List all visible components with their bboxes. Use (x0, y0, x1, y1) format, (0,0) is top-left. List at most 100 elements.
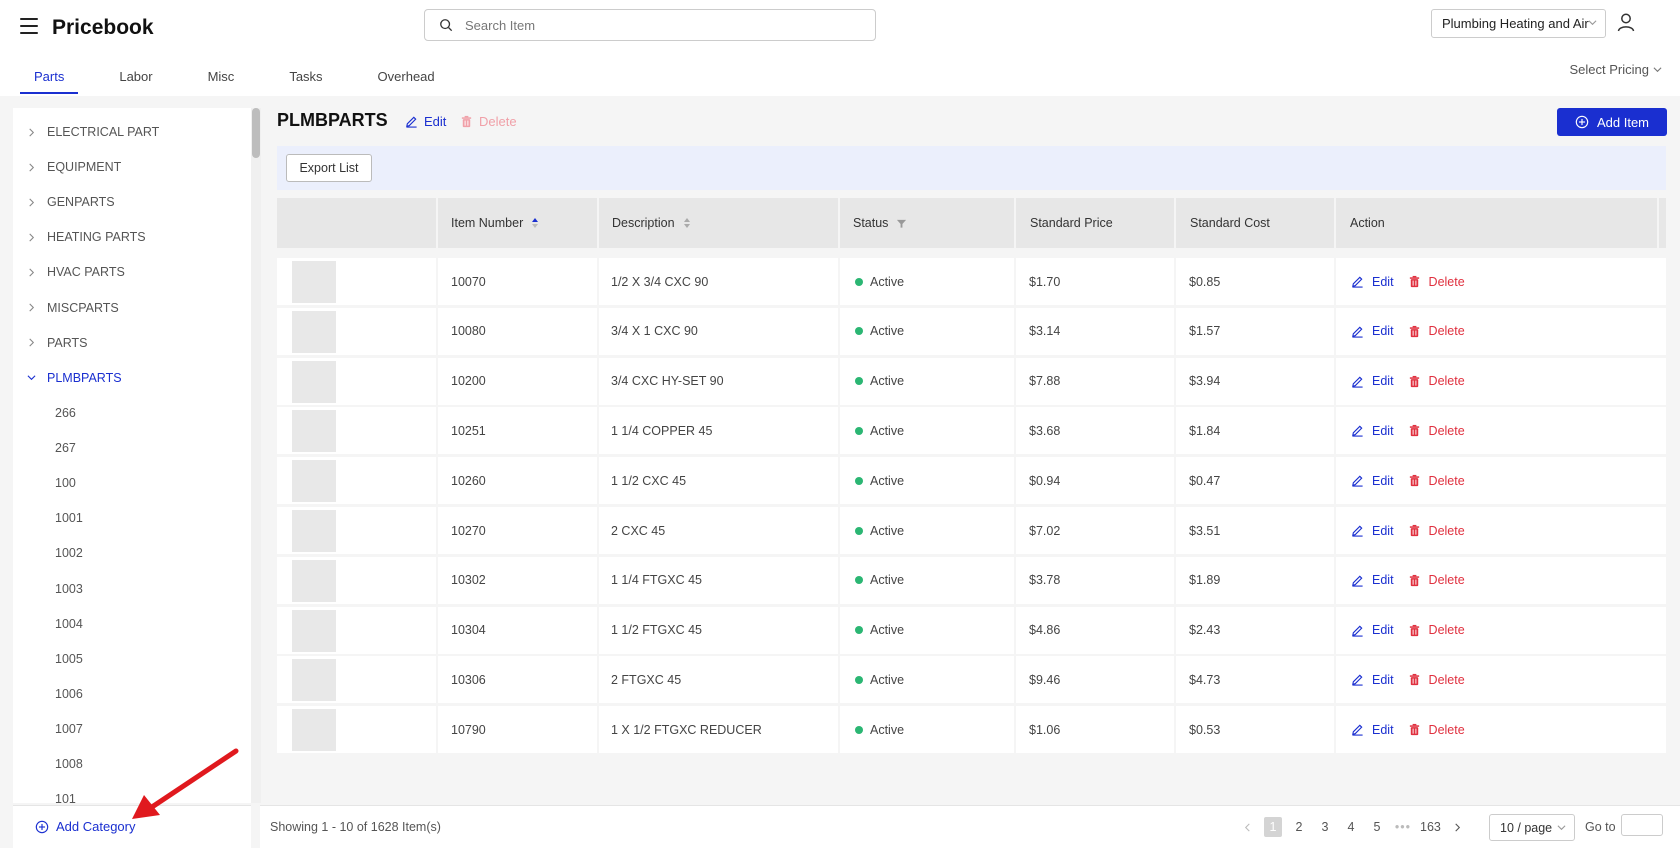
item-number: 10790 (451, 722, 486, 737)
sidebar-scrollbar-track[interactable] (251, 108, 261, 803)
add-item-button[interactable]: Add Item (1557, 108, 1667, 136)
row-actions: Edit Delete (1351, 706, 1465, 753)
row-edit-button[interactable]: Edit (1351, 474, 1394, 488)
tab-misc[interactable]: Misc (207, 69, 235, 84)
tab-tasks[interactable]: Tasks (289, 69, 323, 84)
row-edit-button[interactable]: Edit (1351, 275, 1394, 289)
export-list-button[interactable]: Export List (286, 154, 372, 182)
user-icon[interactable] (1616, 12, 1636, 32)
column-header-status[interactable]: Status (853, 198, 907, 248)
row-delete-button[interactable]: Delete (1408, 573, 1465, 587)
row-edit-button[interactable]: Edit (1351, 324, 1394, 338)
goto-page-input[interactable] (1621, 814, 1663, 836)
page-button[interactable]: 2 (1295, 820, 1303, 834)
company-select[interactable]: Plumbing Heating and Air (1431, 9, 1606, 38)
column-header-item-number[interactable]: Item Number (451, 198, 539, 248)
menu-icon[interactable] (20, 18, 38, 34)
tab-parts[interactable]: Parts (20, 58, 79, 94)
table-cell-bg (840, 407, 1014, 455)
row-actions: Edit Delete (1351, 457, 1465, 504)
next-page-button[interactable] (1449, 817, 1467, 837)
prev-page-button[interactable] (1238, 817, 1256, 837)
chevron-right-icon (29, 163, 35, 172)
sidebar-category-hvac-parts[interactable]: HVAC PARTS (27, 262, 125, 282)
row-edit-label: Edit (1372, 324, 1394, 339)
row-delete-button[interactable]: Delete (1408, 324, 1465, 338)
row-edit-button[interactable]: Edit (1351, 623, 1394, 637)
sidebar-category-heating-parts[interactable]: HEATING PARTS (27, 227, 146, 247)
sidebar-subcategory[interactable]: 1006 (55, 686, 83, 701)
search-input[interactable] (465, 17, 865, 33)
sidebar-subcategory[interactable]: 101 (55, 792, 76, 803)
page-size-select[interactable]: 10 / page (1489, 814, 1575, 841)
sidebar-scrollbar-thumb[interactable] (252, 108, 260, 158)
sidebar-category-plmbparts[interactable]: PLMBPARTS (27, 368, 122, 388)
table-cell-bg (1016, 556, 1174, 604)
row-edit-label: Edit (1372, 473, 1394, 488)
table-cell-bg (1336, 307, 1666, 355)
row-edit-button[interactable]: Edit (1351, 573, 1394, 587)
sidebar-subcategory[interactable]: 1008 (55, 757, 83, 771)
row-edit-button[interactable]: Edit (1351, 424, 1394, 438)
filter-icon[interactable] (896, 218, 907, 229)
row-delete-button[interactable]: Delete (1408, 524, 1465, 538)
page-button[interactable]: 3 (1321, 820, 1329, 834)
row-delete-button[interactable]: Delete (1408, 723, 1465, 737)
status-label: Active (870, 423, 905, 438)
row-edit-label: Edit (1372, 423, 1394, 438)
table-row: 10260 1 1/2 CXC 45 Active $0.94 $0.47 Edit Del… (277, 457, 1666, 505)
row-delete-button[interactable]: Delete (1408, 673, 1465, 687)
sidebar-subcategory[interactable]: 267 (55, 441, 76, 456)
pencil-icon (1352, 326, 1363, 338)
sidebar-subcategory[interactable]: 1003 (55, 581, 83, 596)
page-button[interactable]: 5 (1373, 820, 1381, 834)
tab-labor[interactable]: Labor (119, 69, 153, 84)
row-delete-button[interactable]: Delete (1408, 374, 1465, 388)
column-header-action: Action (1350, 198, 1385, 248)
edit-category-button[interactable]: Edit (405, 114, 446, 129)
row-delete-button[interactable]: Delete (1408, 275, 1465, 289)
sidebar-subcategory[interactable]: 1004 (55, 616, 83, 631)
sidebar-subcategory[interactable]: 100 (55, 476, 76, 491)
row-actions: Edit Delete (1351, 358, 1465, 405)
chevron-right-icon (29, 128, 35, 136)
standard-price: $1.06 (1029, 722, 1061, 737)
page-button[interactable]: 1 (1264, 817, 1282, 837)
sidebar-category-equipment[interactable]: EQUIPMENT (27, 157, 121, 177)
table-cell-bg (1176, 656, 1334, 704)
trash-icon (1409, 724, 1419, 736)
search-box[interactable] (424, 9, 876, 41)
chevron-down-icon (1557, 825, 1566, 831)
page-button[interactable]: 4 (1347, 820, 1355, 834)
row-edit-button[interactable]: Edit (1351, 673, 1394, 687)
page-ellipsis[interactable]: ••• (1394, 820, 1412, 834)
sidebar-subcategory[interactable]: 1007 (55, 721, 83, 736)
sidebar-category-electrical-part[interactable]: ELECTRICAL PART (27, 122, 159, 142)
row-delete-button[interactable]: Delete (1408, 623, 1465, 637)
sidebar-subcategory[interactable]: 1005 (55, 651, 83, 666)
add-category-button[interactable]: Add Category (35, 819, 136, 834)
sidebar-category-genparts[interactable]: GENPARTS (27, 192, 115, 212)
column-header-description[interactable]: Description (612, 198, 691, 248)
pagination: 1 2 3 4 5 ••• 163 (1238, 816, 1475, 838)
sidebar-category-miscparts[interactable]: MISCPARTS (27, 298, 119, 318)
column-header-label: Description (612, 216, 675, 230)
row-delete-button[interactable]: Delete (1408, 474, 1465, 488)
row-delete-button[interactable]: Delete (1408, 424, 1465, 438)
table-cell-bg (840, 706, 1014, 754)
select-pricing-dropdown[interactable]: Select Pricing (1570, 62, 1662, 77)
table-cell-bg (1336, 258, 1666, 305)
sidebar-subcategory[interactable]: 1001 (55, 511, 83, 526)
sidebar-subcategory[interactable]: 1002 (55, 546, 83, 561)
sidebar-subcategory[interactable]: 266 (55, 406, 76, 420)
row-edit-button[interactable]: Edit (1351, 374, 1394, 388)
row-edit-button[interactable]: Edit (1351, 723, 1394, 737)
chevron-down-icon (1653, 67, 1662, 73)
row-edit-button[interactable]: Edit (1351, 524, 1394, 538)
last-page-button[interactable]: 163 (1420, 820, 1441, 834)
delete-category-button[interactable]: Delete (460, 114, 517, 129)
column-separator (1334, 198, 1336, 248)
sidebar-category-parts[interactable]: PARTS (27, 333, 88, 353)
column-separator (838, 198, 840, 248)
tab-overhead[interactable]: Overhead (377, 69, 435, 84)
